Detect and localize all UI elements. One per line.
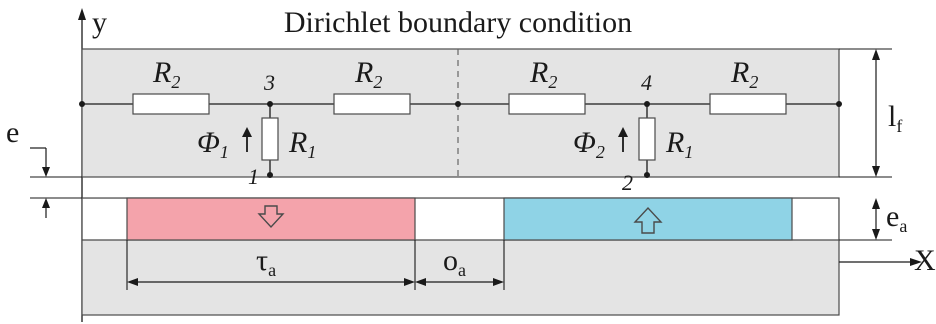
x-axis-arrowhead <box>910 258 922 266</box>
up-arrow-icon <box>633 206 663 234</box>
magnet-layer-gap-right <box>792 199 838 240</box>
r2-label: R2 <box>152 56 180 92</box>
node-label-3: 3 <box>263 70 275 95</box>
lf-dimension <box>839 48 892 178</box>
lf-label: lf <box>888 100 902 136</box>
junction-dot <box>836 101 842 107</box>
resistor-r2-2 <box>333 93 411 115</box>
flux-arrow-icon <box>242 127 252 152</box>
magnet-down <box>126 197 416 241</box>
flux-arrow-icon <box>618 127 628 152</box>
ea-dimension <box>839 198 892 241</box>
node-label-2: 2 <box>622 170 633 195</box>
e-label: e <box>6 116 19 149</box>
ea-label: ea <box>886 200 907 236</box>
r1-label-right: R1 <box>665 126 693 162</box>
r1-label-left: R1 <box>288 126 316 162</box>
oa-label: oa <box>443 244 466 280</box>
y-axis-label: y <box>92 6 107 39</box>
junction-dot <box>79 101 85 107</box>
down-arrow-icon <box>257 205 285 229</box>
resistor-r2-4 <box>709 93 787 115</box>
r2-label: R2 <box>730 56 758 92</box>
junction-dot <box>644 172 650 178</box>
node-label-4: 4 <box>641 70 652 95</box>
junction-dot <box>644 101 650 107</box>
phi1-label: Φ1 <box>197 126 229 162</box>
resistor-r2-3 <box>508 93 586 115</box>
tau-oa-dimension <box>126 240 505 290</box>
resistor-r1-left <box>261 117 279 161</box>
diagram-title: Dirichlet boundary condition <box>284 6 632 39</box>
resistor-r2-1 <box>132 93 210 115</box>
e-dimension <box>30 147 82 218</box>
junction-dot <box>267 172 273 178</box>
phi2-label: Φ2 <box>573 126 605 162</box>
r2-label: R2 <box>354 56 382 92</box>
magnet-layer-gap-middle <box>415 199 504 240</box>
r2-label: R2 <box>529 56 557 92</box>
junction-dot <box>455 101 461 107</box>
node-label-1: 1 <box>248 164 259 189</box>
magnet-layer-gap-left <box>83 199 127 240</box>
junction-dot <box>267 101 273 107</box>
y-axis-arrowhead <box>78 8 86 20</box>
x-axis-label: X <box>914 244 936 277</box>
tau-a-label: τa <box>256 244 276 280</box>
resistor-r1-right <box>638 117 656 161</box>
